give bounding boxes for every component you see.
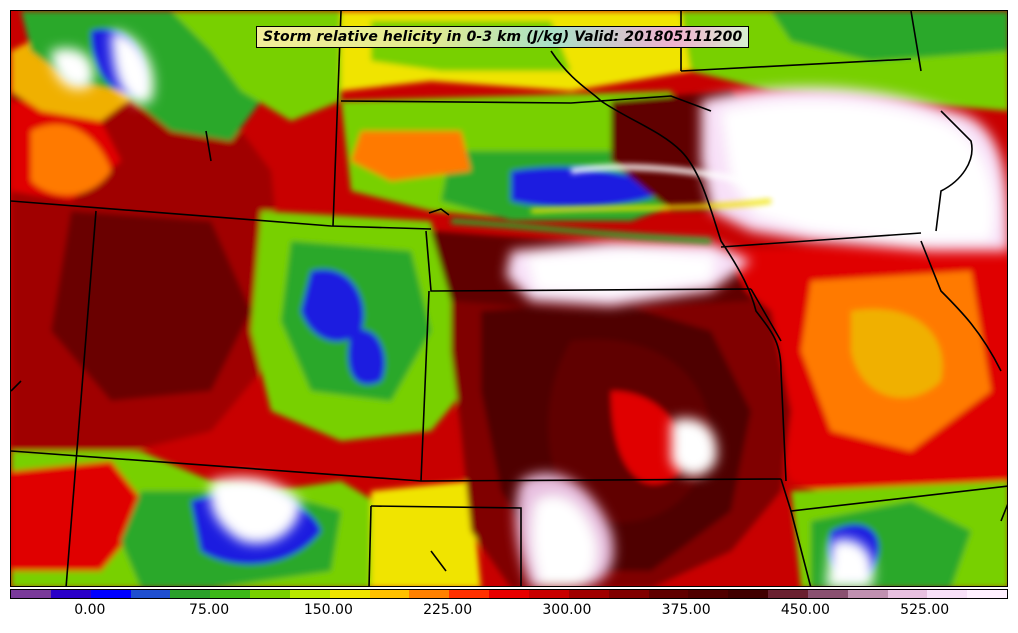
colorbar-segment [409,590,450,598]
state-boundaries [11,11,1007,586]
colorbar-tick-label: 225.00 [423,602,473,618]
map-title: Storm relative helicity in 0-3 km (J/kg)… [256,26,750,48]
map-panel: Storm relative helicity in 0-3 km (J/kg)… [10,10,1008,587]
colorbar-segment [369,590,410,598]
colorbar-segment [170,590,211,598]
map-field [11,11,1007,586]
colorbar-segment [130,590,171,598]
colorbar-tick-label: 150.00 [303,602,353,618]
colorbar-segment [489,590,529,598]
colorbar-tick-label: 75.00 [189,602,230,618]
colorbar-segment [688,590,729,598]
colorbar-tick-label: 450.00 [780,602,830,618]
colorbar-tick-label: 0.00 [74,602,106,618]
colorbar-segment [608,590,649,598]
colorbar-segment [50,590,91,598]
colorbar-segment [967,590,1008,598]
colorbar-segment [927,590,968,598]
colorbar-segment [648,590,689,598]
colorbar-segment [449,590,490,598]
colorbar-segment [289,590,330,598]
colorbar-segment [11,590,51,598]
colorbar-segment [250,590,290,598]
colorbar-tick-label: 375.00 [661,602,711,618]
colorbar-tick-labels: 0.00 75.00 150.00 225.00 300.00 375.00 450.00 5… [10,602,1008,626]
colorbar-segment [329,590,370,598]
colorbar-segment [90,590,131,598]
colorbar-tick-label: 525.00 [900,602,950,618]
colorbar-segment [887,590,928,598]
colorbar-segment [728,590,769,598]
colorbar-tick-label: 300.00 [542,602,592,618]
colorbar-segment [768,590,808,598]
colorbar-segment [807,590,848,598]
colorbar-segment [847,590,888,598]
colorbar-segment [210,590,251,598]
colorbar-segment [568,590,609,598]
colorbar [10,589,1008,599]
colorbar-segment [528,590,569,598]
